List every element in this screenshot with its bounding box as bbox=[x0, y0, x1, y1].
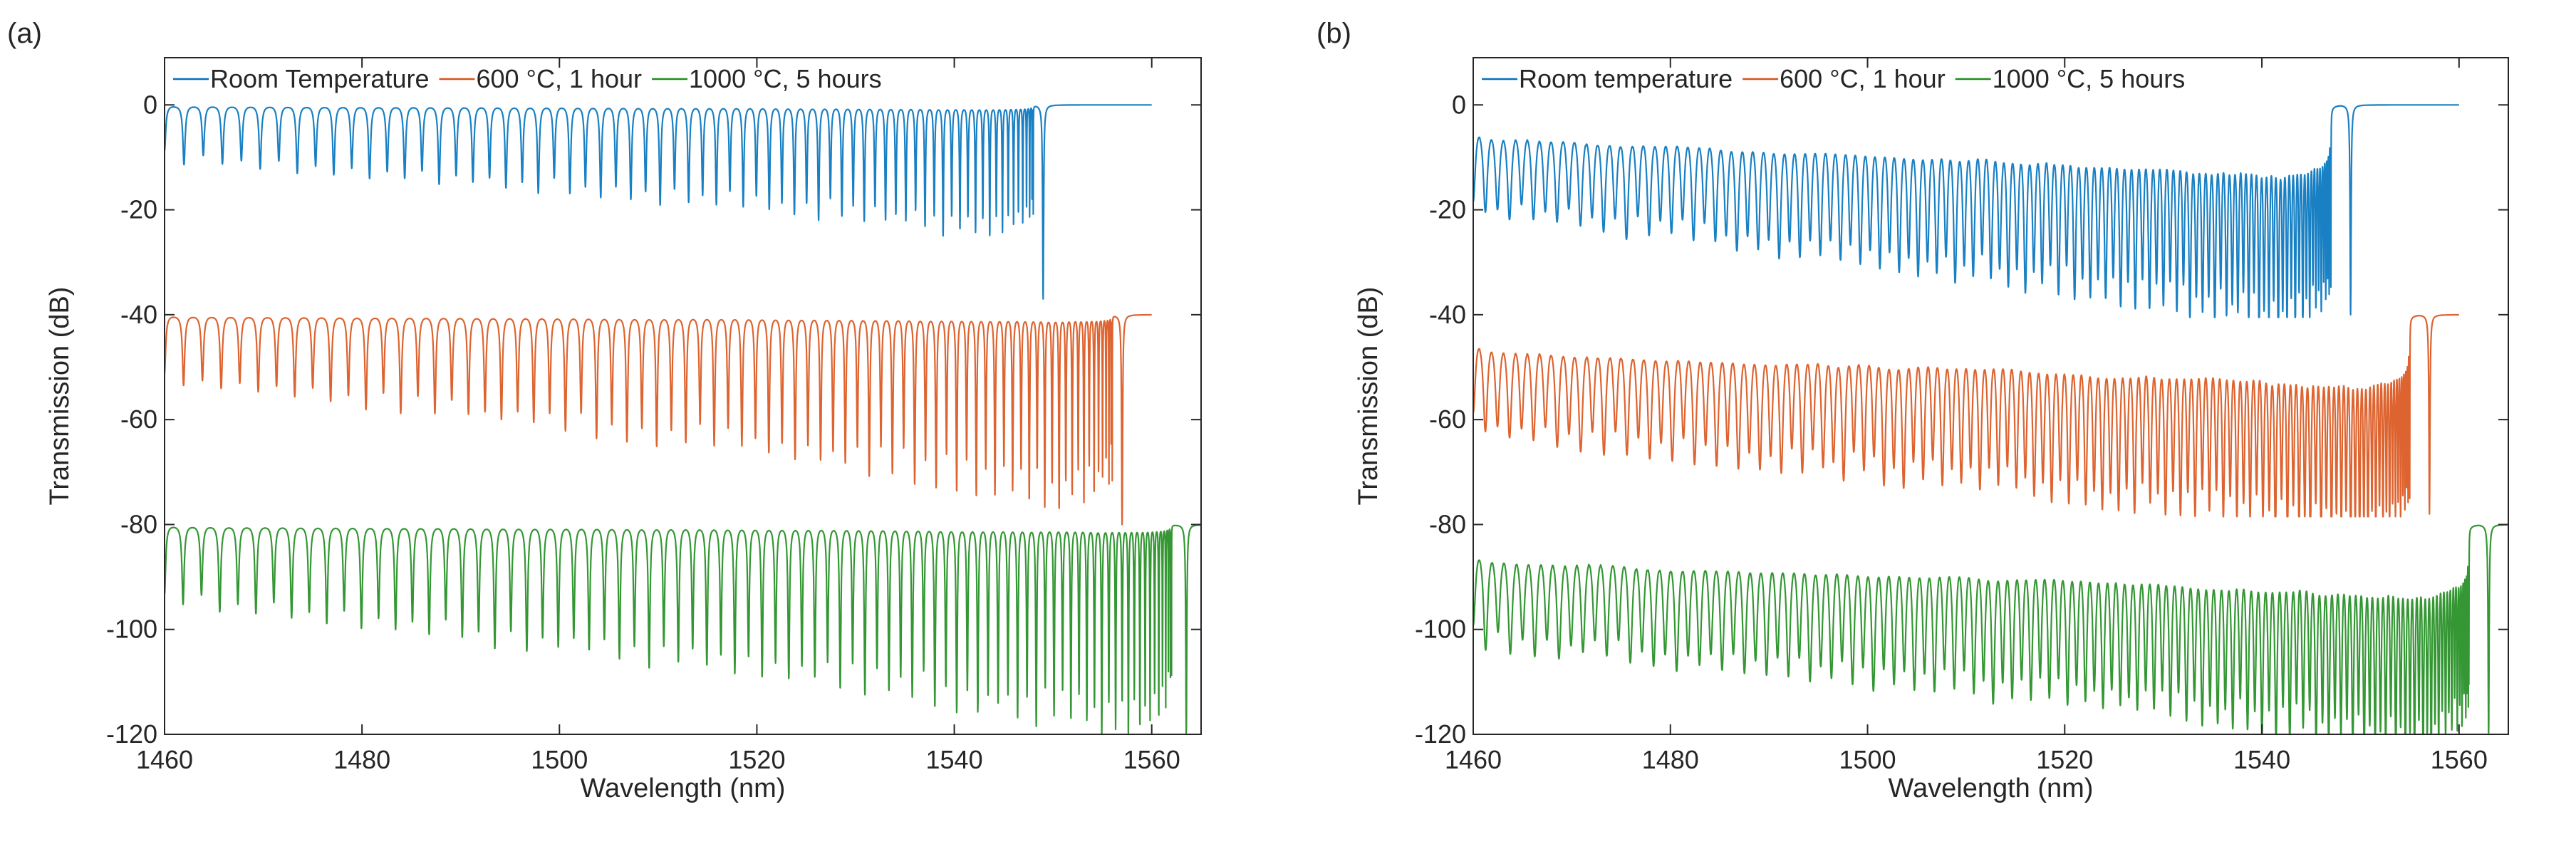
y-axis-label: Transmission (dB) bbox=[1354, 287, 1383, 506]
x-axis-label: Wavelength (nm) bbox=[1889, 774, 2094, 803]
x-tick-label: 1560 bbox=[2431, 745, 2488, 774]
x-tick-label: 1560 bbox=[1123, 745, 1180, 774]
plot-area bbox=[165, 104, 1201, 734]
y-tick-label: -80 bbox=[1429, 509, 1466, 538]
plot-area bbox=[1473, 104, 2508, 734]
series-line-2 bbox=[165, 524, 1201, 734]
panel-label: (b) bbox=[1316, 18, 1351, 49]
legend-label-1: 600 °C, 1 hour bbox=[476, 64, 642, 93]
legend: Room Temperature 600 °C, 1 hour 1000 °C, 5… bbox=[173, 64, 882, 93]
y-tick-label: -60 bbox=[120, 405, 157, 434]
x-tick-label: 1480 bbox=[1642, 745, 1699, 774]
legend-label-2: 1000 °C, 5 hours bbox=[689, 64, 882, 93]
x-tick-label: 1460 bbox=[1445, 745, 1502, 774]
x-tick-label: 1540 bbox=[2233, 745, 2290, 774]
x-tick-label: 1500 bbox=[531, 745, 588, 774]
legend-label-0: Room Temperature bbox=[210, 64, 429, 93]
y-tick-label: 0 bbox=[1452, 90, 1466, 119]
x-axis-label: Wavelength (nm) bbox=[581, 774, 786, 803]
y-tick-label: 0 bbox=[143, 90, 157, 119]
y-tick-label: -80 bbox=[120, 509, 157, 538]
chart-panel-b: (b) 1460 1480 1500 1520 1540 1560 0 -20 -40 -60 -80… bbox=[1316, 18, 2509, 803]
y-tick-label: -100 bbox=[106, 615, 157, 644]
x-tick-label: 1540 bbox=[926, 745, 983, 774]
y-axis-label: Transmission (dB) bbox=[45, 287, 75, 506]
y-tick-label: -120 bbox=[106, 719, 157, 749]
chart-panel-a: (a) 1460 1480 1500 1520 1540 1560 0 -20 -40 -60 -80… bbox=[7, 18, 1202, 803]
legend-label-0: Room temperature bbox=[1519, 64, 1733, 93]
y-tick-label: -60 bbox=[1429, 405, 1466, 434]
series-line-2 bbox=[1473, 524, 2508, 734]
series-line-0 bbox=[1473, 104, 2460, 318]
series-line-1 bbox=[1473, 313, 2460, 518]
axes-box bbox=[1473, 57, 2509, 735]
series-line-1 bbox=[165, 313, 1153, 526]
y-tick-label: -20 bbox=[1429, 195, 1466, 224]
y-tick-label: -100 bbox=[1415, 615, 1466, 644]
series-line-0 bbox=[165, 104, 1153, 300]
x-tick-label: 1500 bbox=[1839, 745, 1896, 774]
x-tick-label: 1480 bbox=[333, 745, 390, 774]
y-tick-label: -120 bbox=[1415, 719, 1466, 749]
panel-label: (a) bbox=[7, 18, 42, 49]
legend-label-2: 1000 °C, 5 hours bbox=[1993, 64, 2186, 93]
y-tick-label: -20 bbox=[120, 195, 157, 224]
axes-box bbox=[164, 57, 1202, 735]
y-tick-label: -40 bbox=[1429, 300, 1466, 329]
legend: Room temperature 600 °C, 1 hour 1000 °C, 5… bbox=[1482, 64, 2185, 93]
x-tick-label: 1520 bbox=[728, 745, 785, 774]
legend-label-1: 600 °C, 1 hour bbox=[1780, 64, 1946, 93]
y-tick-label: -40 bbox=[120, 300, 157, 329]
x-tick-label: 1460 bbox=[136, 745, 193, 774]
x-tick-label: 1520 bbox=[2036, 745, 2093, 774]
